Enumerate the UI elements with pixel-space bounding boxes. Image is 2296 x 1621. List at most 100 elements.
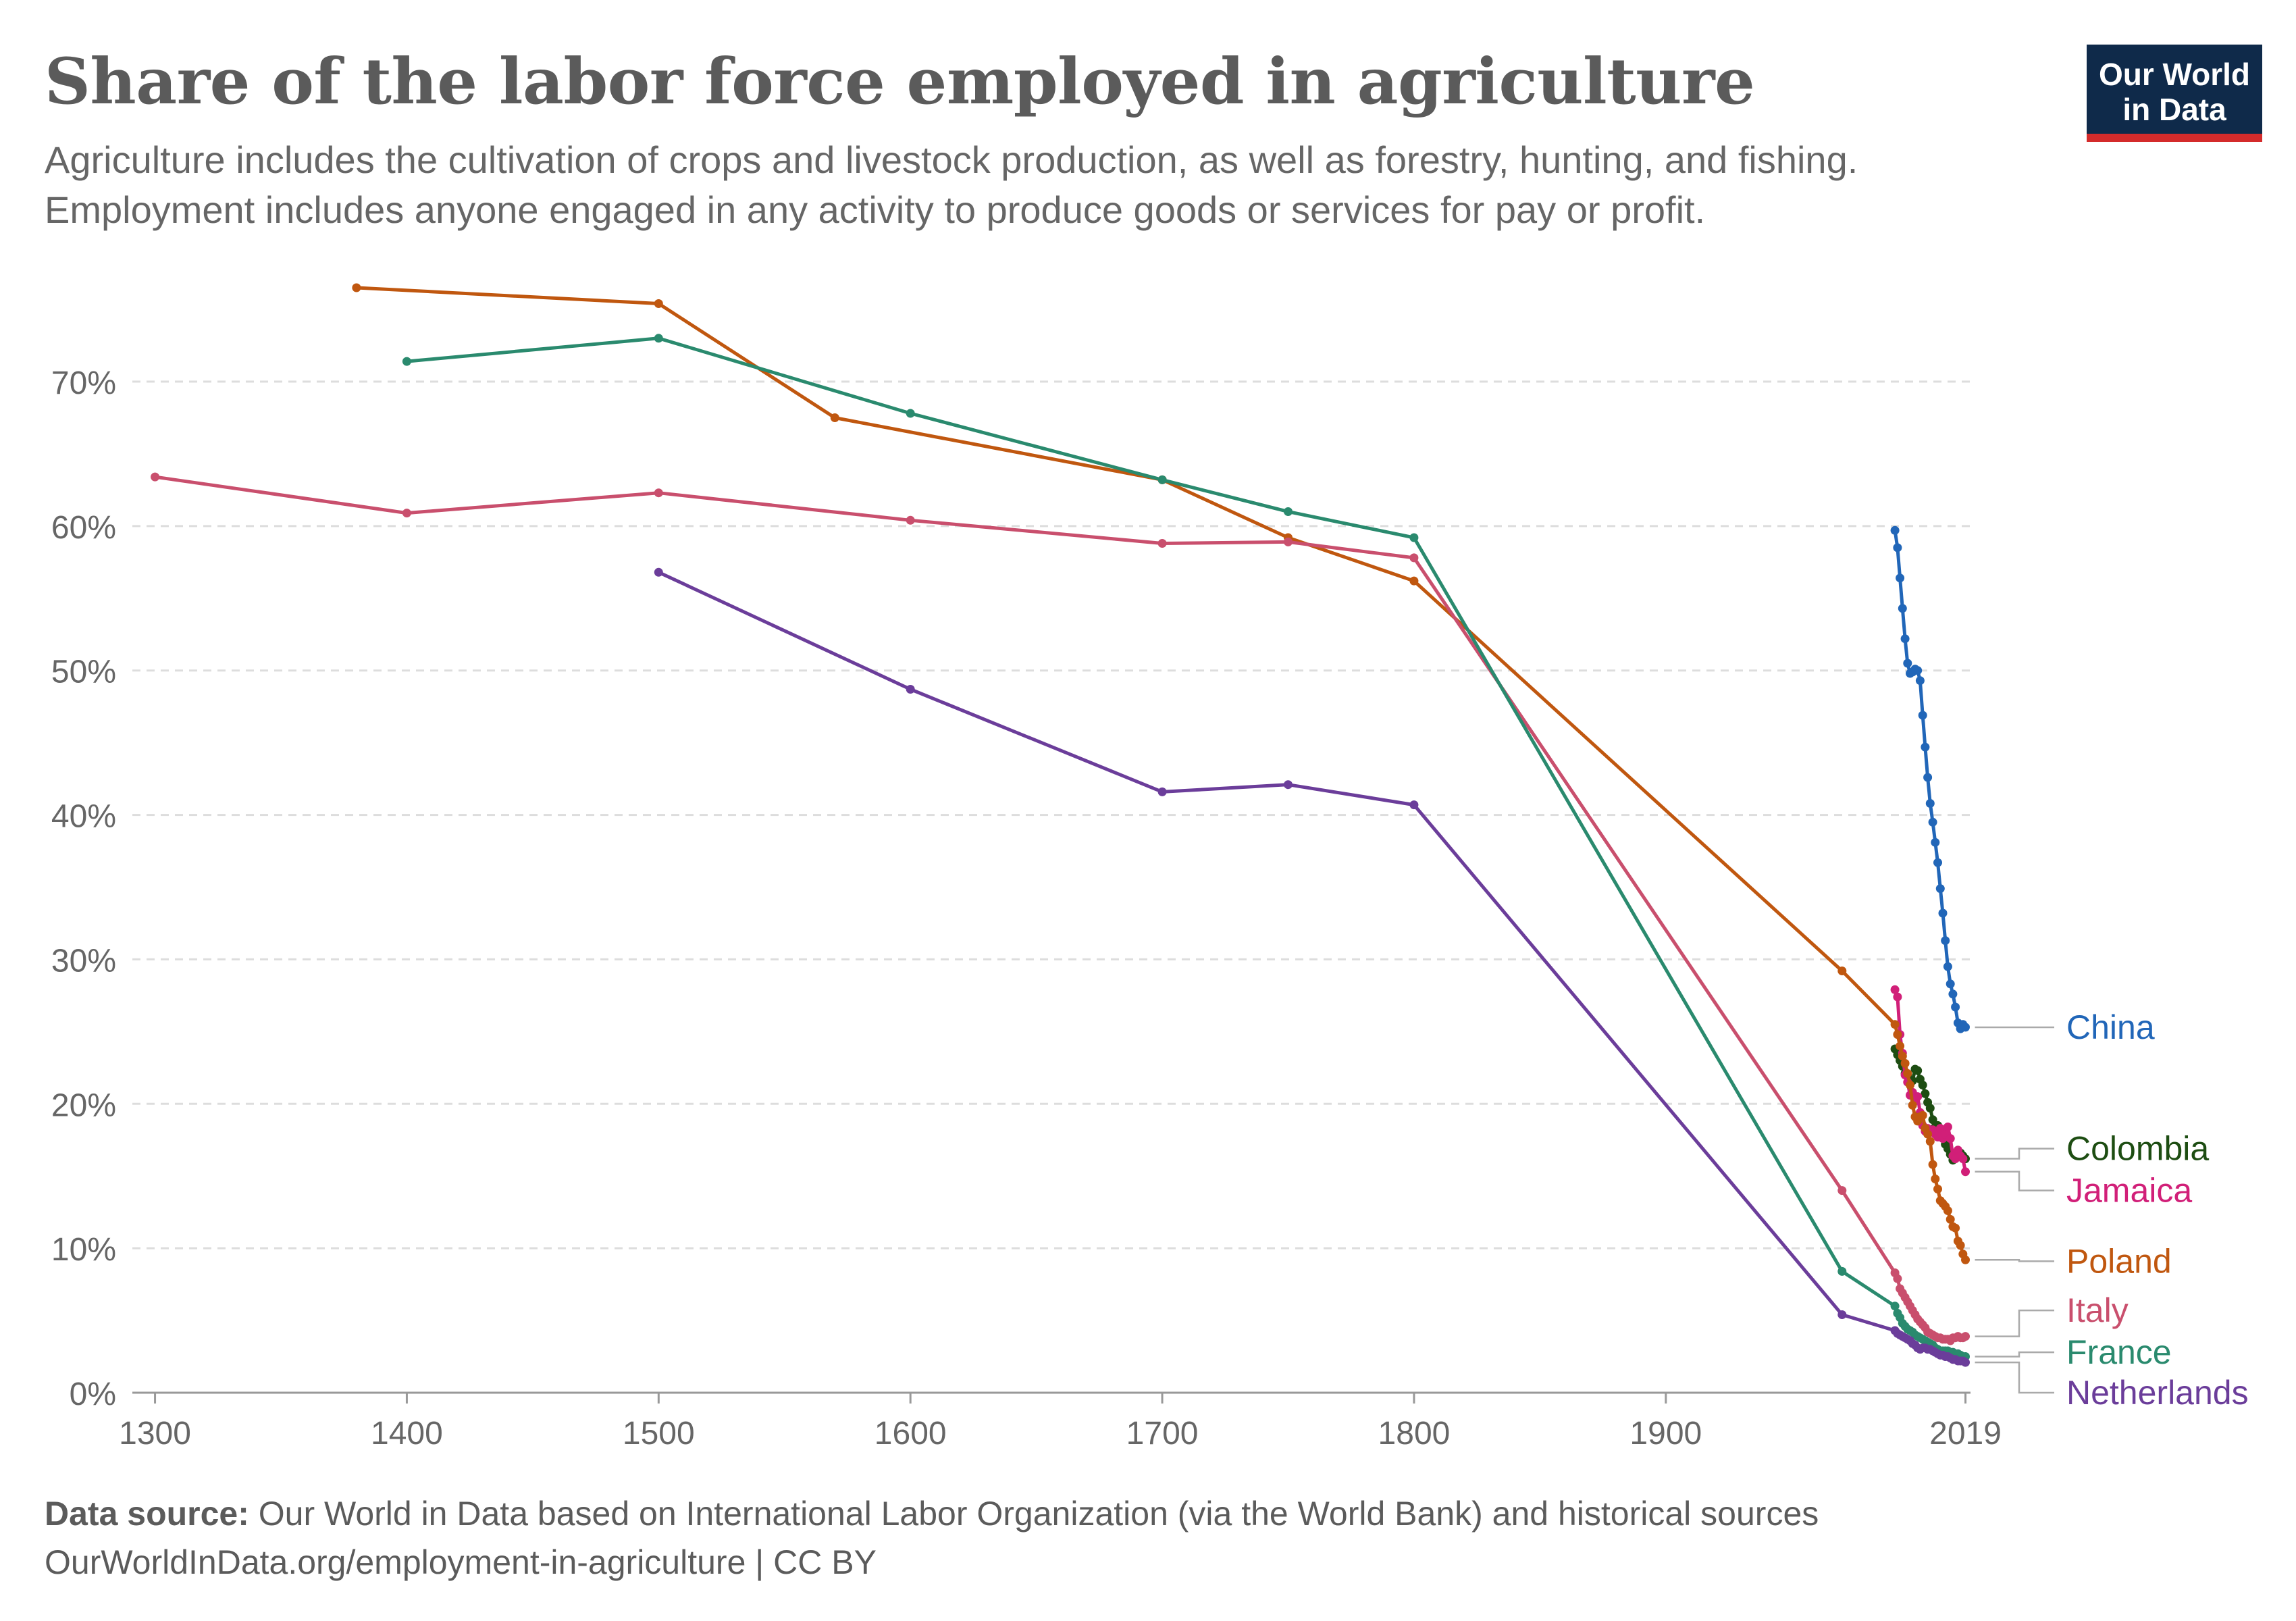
data-point[interactable] bbox=[1898, 1052, 1907, 1061]
data-point[interactable] bbox=[1961, 1255, 1970, 1264]
data-point[interactable] bbox=[1913, 1066, 1923, 1075]
data-point[interactable] bbox=[1931, 1175, 1940, 1183]
series-label[interactable]: Colombia bbox=[2066, 1130, 2209, 1168]
data-point[interactable] bbox=[1933, 1185, 1942, 1193]
data-point[interactable] bbox=[1946, 1134, 1955, 1143]
series-label[interactable]: Jamaica bbox=[2066, 1172, 2192, 1210]
data-point[interactable] bbox=[1923, 1129, 1933, 1139]
data-point[interactable] bbox=[1961, 1167, 1970, 1177]
owid-logo[interactable]: Our World in Data bbox=[2087, 45, 2262, 142]
data-point[interactable] bbox=[1918, 1081, 1927, 1089]
data-point[interactable] bbox=[1943, 1206, 1952, 1215]
data-point[interactable] bbox=[1903, 1069, 1912, 1078]
series-france[interactable] bbox=[402, 334, 1970, 1361]
data-point[interactable] bbox=[1903, 659, 1912, 668]
series-italy[interactable] bbox=[151, 472, 1970, 1345]
data-point[interactable] bbox=[1925, 799, 1935, 808]
data-point[interactable] bbox=[1906, 1081, 1914, 1089]
data-point[interactable] bbox=[1409, 576, 1419, 586]
data-point[interactable] bbox=[1961, 1332, 1970, 1341]
data-point[interactable] bbox=[1900, 1058, 1910, 1068]
data-point[interactable] bbox=[1893, 1274, 1902, 1283]
data-point[interactable] bbox=[1928, 1160, 1937, 1169]
series-label[interactable]: France bbox=[2066, 1333, 2172, 1371]
data-point[interactable] bbox=[906, 685, 915, 694]
data-point[interactable] bbox=[1409, 533, 1419, 542]
data-point[interactable] bbox=[1938, 908, 1948, 918]
data-point[interactable] bbox=[1925, 1104, 1935, 1113]
data-point[interactable] bbox=[1837, 1266, 1847, 1276]
data-point[interactable] bbox=[1893, 543, 1902, 552]
data-point[interactable] bbox=[1951, 1002, 1960, 1012]
data-point[interactable] bbox=[1890, 1302, 1900, 1311]
data-point[interactable] bbox=[1946, 979, 1955, 989]
data-point[interactable] bbox=[1951, 1223, 1960, 1233]
data-point[interactable] bbox=[1896, 573, 1905, 583]
data-point[interactable] bbox=[1913, 666, 1923, 675]
data-point[interactable] bbox=[1928, 817, 1937, 827]
data-point[interactable] bbox=[1925, 1137, 1935, 1146]
data-point[interactable] bbox=[1941, 936, 1950, 946]
data-point[interactable] bbox=[906, 515, 915, 525]
data-point[interactable] bbox=[1893, 992, 1902, 1002]
data-point[interactable] bbox=[830, 413, 839, 422]
series-line[interactable] bbox=[155, 475, 1966, 1343]
data-point[interactable] bbox=[1157, 539, 1167, 548]
label-colombia[interactable]: Colombia bbox=[1975, 1130, 2210, 1168]
data-point[interactable] bbox=[1157, 787, 1167, 796]
data-point[interactable] bbox=[1893, 1030, 1902, 1039]
label-netherlands[interactable]: Netherlands bbox=[1975, 1361, 2249, 1412]
label-china[interactable]: China bbox=[1975, 1008, 2155, 1046]
label-jamaica[interactable]: Jamaica bbox=[1975, 1170, 2193, 1210]
data-point[interactable] bbox=[1961, 1023, 1970, 1032]
data-point[interactable] bbox=[1898, 604, 1907, 613]
data-point[interactable] bbox=[1409, 553, 1419, 563]
series-label[interactable]: Italy bbox=[2066, 1291, 2129, 1329]
data-point[interactable] bbox=[1921, 1089, 1930, 1098]
data-point[interactable] bbox=[1409, 800, 1419, 810]
source-url[interactable]: OurWorldInData.org/employment-in-agricul… bbox=[45, 1543, 877, 1581]
data-point[interactable] bbox=[1958, 1154, 1968, 1164]
data-point[interactable] bbox=[1943, 1123, 1952, 1131]
data-point[interactable] bbox=[1837, 1186, 1847, 1195]
data-point[interactable] bbox=[654, 567, 663, 577]
data-point[interactable] bbox=[1921, 742, 1930, 752]
data-point[interactable] bbox=[1933, 858, 1942, 867]
series-china[interactable] bbox=[1890, 525, 1970, 1033]
series-line[interactable] bbox=[658, 571, 1966, 1364]
data-point[interactable] bbox=[1928, 1115, 1937, 1125]
data-point[interactable] bbox=[1284, 537, 1293, 546]
data-point[interactable] bbox=[1900, 634, 1910, 644]
data-point[interactable] bbox=[1935, 1124, 1945, 1133]
data-point[interactable] bbox=[1908, 1100, 1917, 1110]
data-point[interactable] bbox=[1157, 475, 1167, 484]
data-point[interactable] bbox=[1918, 711, 1927, 720]
data-point[interactable] bbox=[1896, 1041, 1905, 1051]
series-poland[interactable] bbox=[352, 283, 1970, 1264]
data-point[interactable] bbox=[1961, 1358, 1970, 1367]
data-point[interactable] bbox=[1935, 884, 1945, 894]
data-point[interactable] bbox=[402, 357, 411, 366]
data-point[interactable] bbox=[1837, 1310, 1847, 1319]
data-point[interactable] bbox=[1956, 1241, 1965, 1250]
data-point[interactable] bbox=[1913, 1092, 1923, 1102]
data-point[interactable] bbox=[1948, 989, 1958, 999]
series-netherlands[interactable] bbox=[654, 567, 1970, 1367]
data-point[interactable] bbox=[352, 283, 361, 292]
data-point[interactable] bbox=[1915, 676, 1925, 686]
data-point[interactable] bbox=[1918, 1110, 1927, 1120]
label-poland[interactable]: Poland bbox=[1975, 1242, 2172, 1280]
data-point[interactable] bbox=[151, 472, 160, 482]
data-point[interactable] bbox=[1931, 838, 1940, 847]
label-italy[interactable]: Italy bbox=[1975, 1291, 2129, 1337]
data-point[interactable] bbox=[654, 488, 663, 498]
data-point[interactable] bbox=[1890, 1020, 1900, 1029]
series-line[interactable] bbox=[356, 286, 1967, 1261]
data-point[interactable] bbox=[906, 409, 915, 418]
data-point[interactable] bbox=[1890, 985, 1900, 994]
data-point[interactable] bbox=[1284, 780, 1293, 790]
data-point[interactable] bbox=[654, 299, 663, 308]
data-point[interactable] bbox=[1946, 1214, 1955, 1224]
data-point[interactable] bbox=[1284, 507, 1293, 516]
data-point[interactable] bbox=[1890, 525, 1900, 535]
